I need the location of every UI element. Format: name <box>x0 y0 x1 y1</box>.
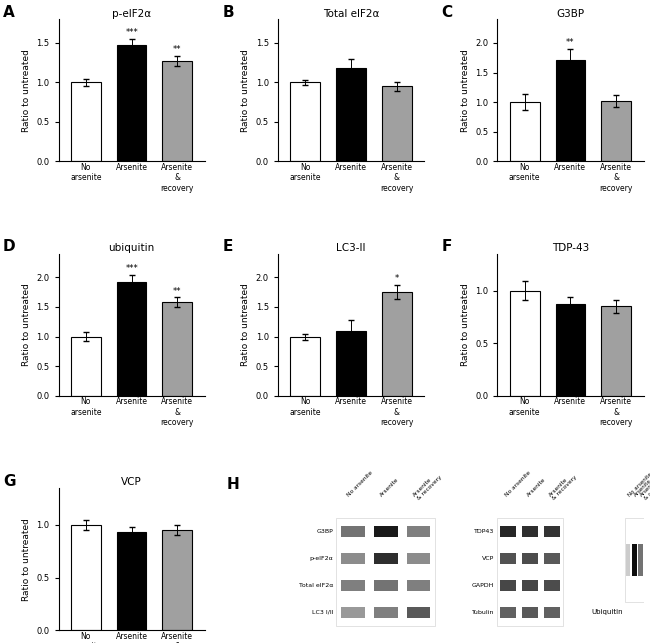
Bar <box>556 304 585 395</box>
Bar <box>117 282 146 395</box>
Text: No arsenite: No arsenite <box>504 469 532 497</box>
Bar <box>497 518 563 626</box>
Text: B: B <box>222 5 234 20</box>
Bar <box>71 525 101 630</box>
Bar <box>341 526 365 536</box>
Text: TDP43: TDP43 <box>474 529 495 534</box>
Bar <box>337 518 435 626</box>
Title: VCP: VCP <box>122 477 142 487</box>
Bar <box>500 580 516 590</box>
Bar <box>382 292 411 395</box>
Y-axis label: Ratio to untreated: Ratio to untreated <box>241 284 250 366</box>
Bar <box>407 607 430 617</box>
Text: Arsenite
& recovery: Arsenite & recovery <box>412 471 443 502</box>
Bar <box>510 102 540 161</box>
Bar <box>407 580 430 590</box>
Text: Arsenite: Arsenite <box>379 476 400 497</box>
Text: *: * <box>395 275 399 284</box>
Bar <box>522 607 538 617</box>
Text: No arsenite: No arsenite <box>346 469 374 497</box>
Text: **: ** <box>173 287 181 296</box>
Text: ***: *** <box>125 264 138 273</box>
Bar <box>336 68 366 161</box>
Text: LC3 I/II: LC3 I/II <box>312 610 333 615</box>
Text: A: A <box>3 5 15 20</box>
Bar <box>374 526 398 536</box>
Bar <box>544 580 560 590</box>
Y-axis label: Ratio to untreated: Ratio to untreated <box>461 284 469 366</box>
Bar <box>500 607 516 617</box>
Title: G3BP: G3BP <box>556 8 584 19</box>
Title: p-eIF2α: p-eIF2α <box>112 8 151 19</box>
Text: Arsenite: Arsenite <box>633 478 650 497</box>
Bar <box>626 544 630 575</box>
Title: Total eIF2α: Total eIF2α <box>323 8 379 19</box>
Bar <box>162 61 192 161</box>
Text: G: G <box>3 474 16 489</box>
Bar <box>500 526 516 536</box>
Bar <box>544 526 560 536</box>
Bar <box>341 580 365 590</box>
Bar <box>374 607 398 617</box>
Bar <box>632 544 636 575</box>
Bar <box>522 580 538 590</box>
Bar <box>71 336 101 395</box>
Text: **: ** <box>566 38 575 47</box>
Text: G3BP: G3BP <box>317 529 333 534</box>
Bar <box>601 101 631 161</box>
Y-axis label: Ratio to untreated: Ratio to untreated <box>461 49 469 132</box>
Bar <box>291 336 320 395</box>
Text: ***: *** <box>125 28 138 37</box>
Bar <box>522 553 538 563</box>
Text: H: H <box>227 476 239 492</box>
Text: Arsenite
& recovery: Arsenite & recovery <box>639 473 650 502</box>
Bar <box>71 82 101 161</box>
Text: Total eIF2α: Total eIF2α <box>299 583 333 588</box>
Text: p-eIF2α: p-eIF2α <box>309 556 333 561</box>
Bar <box>625 518 644 602</box>
Text: Tubulin: Tubulin <box>472 610 495 615</box>
Title: ubiquitin: ubiquitin <box>109 243 155 253</box>
Bar <box>336 331 366 395</box>
Text: C: C <box>442 5 453 20</box>
Bar <box>382 86 411 161</box>
Text: D: D <box>3 239 16 255</box>
Bar <box>162 530 192 630</box>
Bar <box>341 607 365 617</box>
Bar <box>374 580 398 590</box>
Bar <box>522 526 538 536</box>
Text: Ubiquitin: Ubiquitin <box>591 609 623 615</box>
Bar <box>544 607 560 617</box>
Bar <box>374 553 398 563</box>
Text: F: F <box>442 239 452 255</box>
Text: Arsenite
& recovery: Arsenite & recovery <box>548 471 578 502</box>
Bar <box>556 60 585 161</box>
Bar <box>117 532 146 630</box>
Bar <box>638 544 643 575</box>
Bar <box>341 553 365 563</box>
Bar <box>407 553 430 563</box>
Bar <box>117 44 146 161</box>
Text: GAPDH: GAPDH <box>472 583 495 588</box>
Text: No arsenite: No arsenite <box>627 471 650 497</box>
Text: E: E <box>222 239 233 255</box>
Bar <box>291 82 320 161</box>
Bar <box>510 291 540 395</box>
Bar <box>601 306 631 395</box>
Y-axis label: Ratio to untreated: Ratio to untreated <box>241 49 250 132</box>
Bar <box>407 526 430 536</box>
Bar <box>500 553 516 563</box>
Bar <box>544 553 560 563</box>
Text: VCP: VCP <box>482 556 495 561</box>
Y-axis label: Ratio to untreated: Ratio to untreated <box>22 49 31 132</box>
Text: Arsenite: Arsenite <box>526 476 547 497</box>
Text: **: ** <box>173 45 181 54</box>
Bar <box>162 302 192 395</box>
Title: LC3-II: LC3-II <box>336 243 366 253</box>
Title: TDP-43: TDP-43 <box>552 243 589 253</box>
Y-axis label: Ratio to untreated: Ratio to untreated <box>22 518 31 601</box>
Y-axis label: Ratio to untreated: Ratio to untreated <box>22 284 31 366</box>
